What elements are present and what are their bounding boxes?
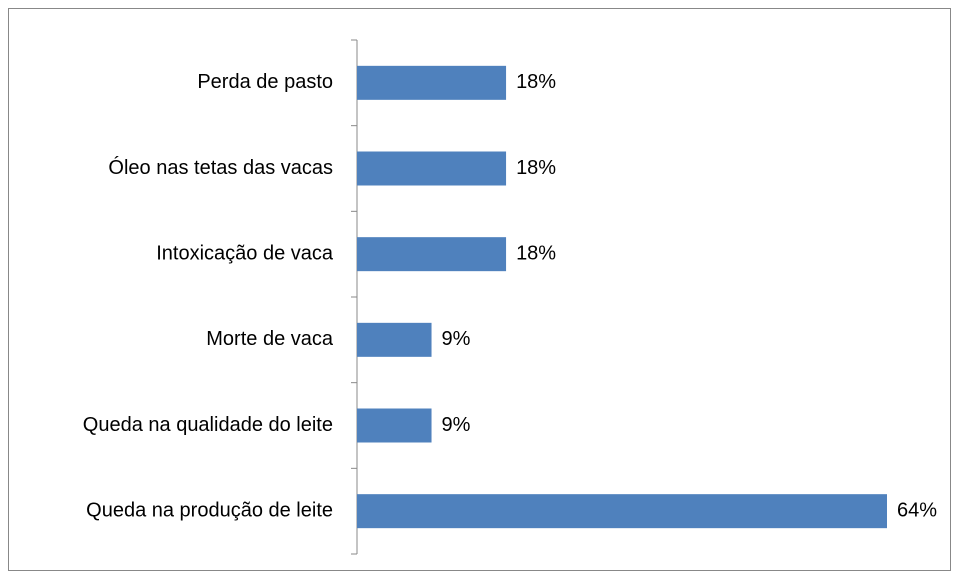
bar (357, 494, 887, 529)
chart-border (8, 8, 951, 571)
category-label: Queda na produção de leite (86, 499, 333, 521)
bar (357, 151, 507, 186)
category-label: Intoxicação de vaca (156, 242, 334, 264)
value-label: 18% (516, 71, 556, 93)
bar (357, 65, 507, 100)
category-label: Perda de pasto (197, 71, 333, 93)
bar (357, 237, 507, 272)
category-label: Óleo nas tetas das vacas (108, 156, 333, 179)
category-label: Queda na qualidade do leite (83, 414, 333, 436)
value-label: 18% (516, 242, 556, 264)
value-label: 18% (516, 157, 556, 179)
bar (357, 322, 432, 357)
bar (357, 408, 432, 443)
value-label: 9% (442, 414, 471, 436)
value-label: 9% (442, 328, 471, 350)
value-label: 64% (897, 499, 937, 521)
category-label: Morte de vaca (206, 328, 334, 350)
